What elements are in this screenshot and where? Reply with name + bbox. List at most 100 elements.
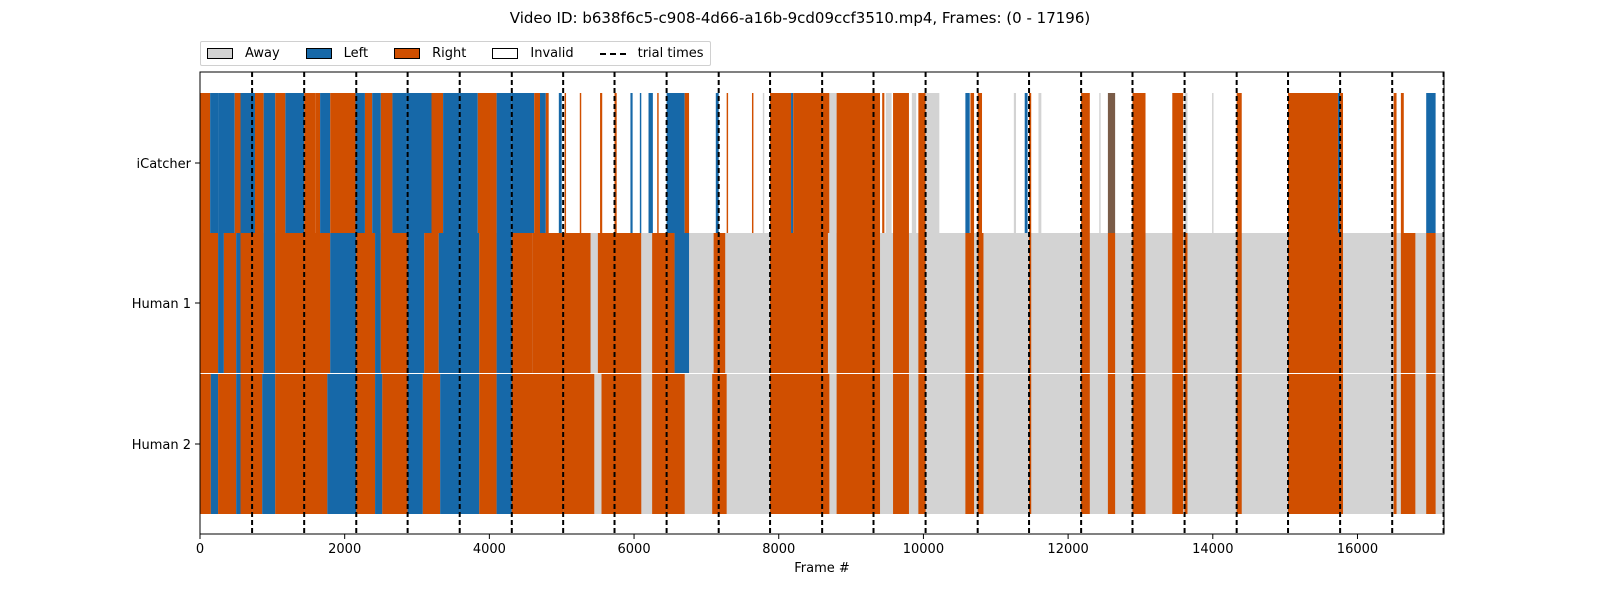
segment-right	[1172, 93, 1184, 233]
segment-left	[639, 93, 642, 233]
segment-right	[218, 374, 237, 514]
segment-right	[1107, 374, 1116, 514]
segment-right	[200, 374, 211, 514]
legend-swatch-invalid	[492, 48, 519, 59]
segment-away	[1212, 93, 1214, 233]
segment-left	[330, 233, 357, 373]
segment-right	[240, 233, 253, 373]
segment-left	[674, 233, 690, 373]
x-tick-label: 16000	[1337, 542, 1378, 557]
segment-left	[372, 93, 381, 233]
segment-left	[1337, 93, 1341, 233]
segment-right	[356, 374, 376, 514]
segment-right	[882, 93, 885, 233]
segment-left	[443, 93, 460, 233]
legend-item-away: Away	[207, 46, 280, 61]
segment-right	[1236, 93, 1242, 233]
segment-right	[223, 233, 237, 373]
segment-right	[545, 93, 549, 233]
legend-item-invalid: Invalid	[492, 46, 574, 61]
segment-right	[836, 374, 874, 514]
segment-right	[1288, 93, 1338, 233]
segment-left	[496, 233, 512, 373]
segment-right	[893, 233, 909, 373]
segment-away	[641, 233, 653, 373]
x-axis-label: Frame #	[794, 561, 850, 576]
segment-left	[285, 93, 305, 233]
segment-right	[1132, 93, 1146, 233]
segment-left	[236, 374, 241, 514]
segment-right	[836, 233, 874, 373]
segment-left	[375, 374, 383, 514]
segment-right	[918, 93, 926, 233]
segment-right	[657, 93, 659, 233]
segment-left	[262, 374, 276, 514]
segment-right	[304, 93, 316, 233]
segment-right	[579, 93, 582, 233]
segment-right	[1400, 93, 1404, 233]
segment-away	[925, 93, 940, 233]
segment-right	[424, 233, 439, 373]
segment-right	[726, 93, 729, 233]
segment-right	[652, 374, 667, 514]
segment-right	[304, 374, 328, 514]
segment-right	[380, 93, 393, 233]
segment-left	[1426, 93, 1436, 233]
segment-right	[254, 93, 264, 233]
segment-left	[540, 93, 546, 233]
legend-dash-trial-times	[599, 52, 626, 55]
chart-title: Video ID: b638f6c5-c908-4d66-a16b-9cd09c…	[509, 9, 1091, 27]
segment-right	[234, 93, 241, 233]
segment-right	[1172, 233, 1184, 373]
segment-right	[1393, 374, 1397, 514]
segment-right	[918, 233, 926, 373]
segment-right	[1236, 233, 1242, 373]
legend-label-left: Left	[343, 46, 369, 61]
x-tick-label: 4000	[473, 542, 506, 557]
segment-left	[407, 374, 423, 514]
segment-right	[718, 374, 727, 514]
segment-right	[666, 374, 685, 514]
legend-item-left: Left	[305, 46, 369, 61]
segment-right	[1184, 374, 1188, 514]
segment-right	[1029, 93, 1032, 233]
segment-right	[666, 233, 675, 373]
segment-left	[392, 93, 407, 233]
segment-right	[770, 374, 823, 514]
x-tick-label: 12000	[1047, 542, 1088, 557]
legend-swatch-away	[207, 48, 233, 59]
segment-away	[885, 93, 892, 233]
segment-right	[614, 233, 642, 373]
segment-right	[200, 93, 211, 233]
axes-layer: 0 2000 4000 6000 8000 10000 12000 14000 16000 iCa…	[132, 71, 1445, 576]
legend: Away Left Right Invalid trial times	[200, 41, 711, 66]
x-tick-label: 6000	[618, 542, 651, 557]
segment-left	[965, 93, 970, 233]
segment-right	[597, 233, 615, 373]
segment-right	[601, 374, 615, 514]
segment-left	[210, 93, 219, 233]
legend-item-right: Right	[394, 46, 466, 61]
segment-left	[218, 233, 224, 373]
segment-right	[356, 233, 376, 373]
segment-right	[713, 233, 719, 373]
segment-right	[965, 374, 975, 514]
segment-right	[275, 93, 286, 233]
segment-right	[793, 93, 823, 233]
segment-right	[315, 93, 321, 233]
segment-right	[1081, 93, 1090, 233]
segment-right	[1340, 233, 1344, 373]
segment-right	[970, 93, 975, 233]
segment-away	[911, 93, 917, 233]
segment-left	[558, 93, 562, 233]
segment-right	[511, 374, 564, 514]
segment-right	[1029, 233, 1032, 373]
segment-right	[614, 93, 617, 233]
segment-left	[263, 233, 276, 373]
segment-right	[718, 233, 726, 373]
trial-times-layer	[251, 72, 1445, 534]
segment-left	[791, 93, 794, 233]
segment-left	[1024, 93, 1028, 233]
segment-right	[977, 93, 983, 233]
legend-label-away: Away	[245, 46, 280, 61]
